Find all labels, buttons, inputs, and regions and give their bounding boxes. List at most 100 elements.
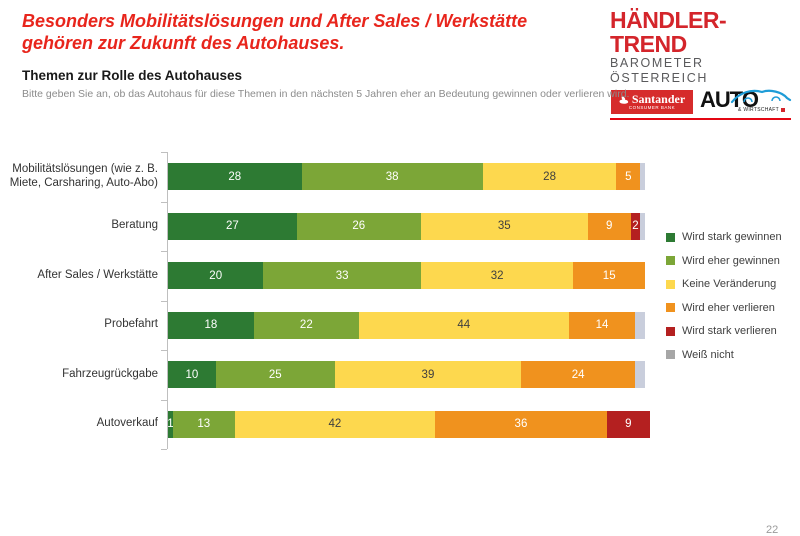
legend-swatch-icon [666, 256, 675, 265]
bar-value-label: 14 [595, 319, 609, 331]
legend-label: Wird eher gewinnen [682, 254, 780, 267]
brand-block: HÄNDLER-TREND BAROMETER ÖSTERREICH Santa… [610, 8, 792, 120]
bar-value-label: 32 [490, 269, 504, 282]
bar-segment: 32 [420, 262, 574, 289]
santander-logo: Santander CONSUMER BANK [611, 90, 693, 114]
bar-segment: 9 [587, 212, 631, 240]
bar-segment: 35 [420, 212, 588, 240]
bar-stack: 1 13 42 36 9 [167, 410, 650, 438]
bar-value-label: 5 [625, 170, 632, 183]
bar-value-label: 27 [225, 220, 239, 232]
bar-value-label: 9 [605, 220, 613, 232]
bar-segment: 24 [520, 361, 636, 388]
bar-value-label: 42 [328, 418, 342, 430]
brand-subtitle: BAROMETER ÖSTERREICH [610, 56, 708, 85]
axis-tick [161, 449, 167, 450]
brand-red-rule [610, 118, 791, 120]
legend-swatch-icon [666, 350, 675, 359]
legend-swatch-icon [666, 279, 675, 289]
slide-title-line2: gehören zur Zukunft des Autohauses. [22, 33, 345, 53]
bar-segment: 2 [630, 212, 641, 240]
bar-segment [640, 212, 645, 240]
bar-segment: 13 [172, 410, 235, 438]
chart-row: Beratung 27 26 35 9 2 [0, 212, 800, 240]
bar-segment: 36 [435, 410, 607, 438]
category-label: Probefahrt [104, 318, 158, 331]
auto-sublabel: & WIRTSCHAFT [738, 107, 780, 113]
chart-row: Mobilitätslösungen (wie z. B. Miete, Car… [0, 163, 800, 190]
chart-row: Fahrzeugrückgabe 10 25 39 24 [0, 361, 800, 388]
bar-value-label: 2 [632, 220, 639, 232]
bar-value-label: 15 [602, 269, 616, 282]
santander-flame-icon [619, 95, 628, 104]
category-label: After Sales / Werkstätte [37, 268, 158, 281]
category-label: Beratung [111, 219, 158, 232]
legend-item: Weiß nicht [666, 349, 734, 361]
logo-row: Santander CONSUMER BANK AUTO & WIRTSCHAF… [610, 88, 792, 115]
bar-segment: 27 [168, 212, 297, 240]
bar-value-label: 10 [185, 368, 199, 381]
axis-tick [161, 201, 167, 203]
santander-wordmark: Santander [631, 92, 686, 106]
bar-segment [635, 311, 645, 339]
axis-tick [161, 350, 167, 351]
chart-row: After Sales / Werkstätte 20 33 32 15 [0, 262, 800, 289]
axis-tick [161, 251, 167, 252]
bar-segment: 28 [168, 163, 302, 190]
legend-swatch-icon [666, 326, 675, 336]
bar-value-label: 28 [228, 170, 242, 183]
brand-title: HÄNDLER-TREND [610, 7, 727, 57]
slide-title-line1: Besonders Mobilitätslösungen und After S… [22, 11, 528, 31]
bar-segment: 5 [616, 163, 641, 190]
legend-label: Wird stark gewinnen [682, 231, 782, 243]
car-outline-icon [730, 89, 792, 104]
legend-swatch-icon [666, 232, 675, 242]
bar-stack: 28 38 28 5 [168, 163, 645, 190]
chart-row: Autoverkauf 1 13 42 36 9 [0, 410, 800, 438]
auto-red-square-icon [781, 108, 786, 112]
bar-value-label: 9 [625, 418, 632, 430]
axis-tick [161, 152, 167, 153]
bar-stack: 18 22 44 14 [168, 311, 645, 339]
bar-value-label: 22 [299, 319, 313, 331]
bar-segment: 1 [167, 410, 174, 438]
category-axis-line [167, 152, 168, 449]
legend-label: Wird stark verlieren [682, 325, 777, 337]
bar-segment: 15 [573, 262, 645, 289]
bar-value-label: 18 [204, 319, 218, 331]
legend-label: Weiß nicht [682, 348, 734, 361]
bar-segment: 33 [263, 262, 421, 289]
chart-row: Probefahrt 18 22 44 14 [0, 311, 800, 339]
bar-segment: 25 [215, 361, 335, 388]
bar-segment: 39 [334, 361, 521, 388]
category-label: Autoverkauf [96, 417, 158, 430]
bar-value-label: 13 [197, 418, 211, 430]
bar-segment: 44 [358, 311, 569, 339]
bar-value-label: 38 [385, 170, 399, 183]
survey-question: Bitte geben Sie an, ob das Autohaus für … [22, 88, 630, 100]
bar-value-label: 35 [497, 220, 511, 232]
bar-stack: 27 26 35 9 2 [168, 212, 645, 240]
legend-label: Keine Veränderung [682, 278, 777, 290]
legend-item: Wird stark gewinnen [666, 231, 782, 243]
bar-stack: 20 33 32 15 [168, 262, 645, 289]
bar-value-label: 28 [543, 170, 556, 183]
santander-sublabel: CONSUMER BANK [628, 105, 676, 110]
bar-value-label: 36 [514, 418, 528, 430]
bar-value-label: 1 [167, 418, 174, 430]
bar-value-label: 26 [352, 220, 366, 232]
bar-segment: 42 [234, 410, 436, 438]
auto-wirtschaft-logo: AUTO & WIRTSCHAFT [700, 88, 792, 114]
bar-segment: 14 [568, 311, 636, 339]
bar-segment: 9 [606, 410, 650, 438]
bar-value-label: 33 [335, 269, 349, 282]
axis-tick [161, 300, 167, 302]
bar-segment: 10 [168, 361, 216, 388]
bar-segment: 18 [168, 311, 254, 339]
slide-title: Besonders Mobilitätslösungen und After S… [22, 10, 582, 54]
axis-tick [161, 399, 167, 401]
category-label: Fahrzeugrückgabe [62, 367, 158, 380]
bar-value-label: 20 [209, 269, 223, 282]
bar-value-label: 25 [268, 368, 282, 381]
